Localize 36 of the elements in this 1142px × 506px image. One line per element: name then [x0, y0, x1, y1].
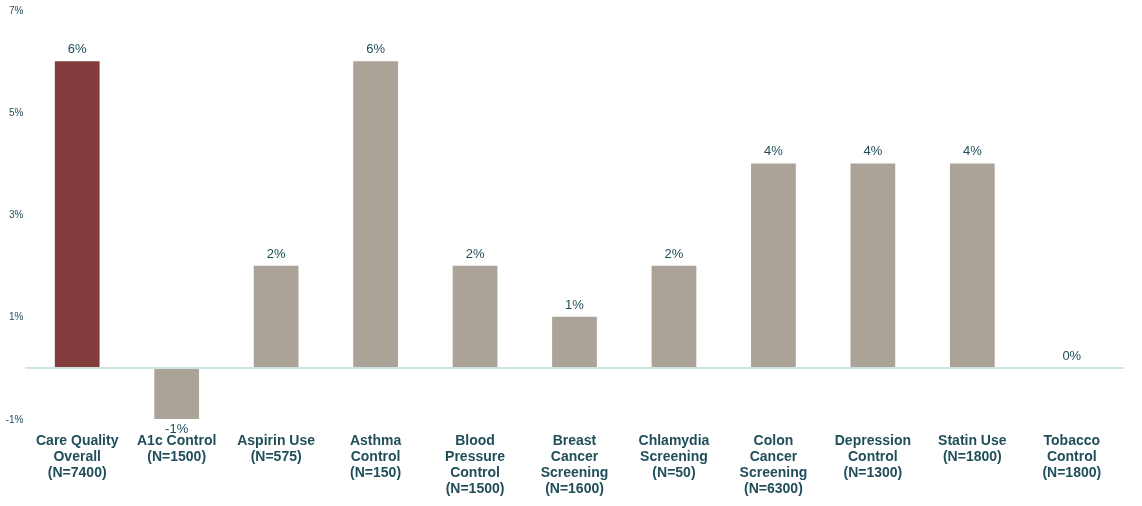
x-tick-label: Statin Use (N=1800) — [938, 431, 1007, 464]
x-tick-label: Depression Control (N=1300) — [834, 431, 911, 480]
data-label: 4% — [764, 143, 784, 159]
y-tick-label: 5% — [9, 106, 24, 118]
bar — [452, 265, 498, 368]
bar — [253, 265, 299, 368]
x-tick-label: Blood Pressure Control (N=1500) — [445, 431, 506, 496]
bar — [353, 61, 398, 368]
y-tick-label: -1% — [5, 413, 24, 425]
bar — [850, 163, 896, 368]
data-label: 0% — [1062, 347, 1082, 363]
x-tick-label: Aspirin Use (N=575) — [237, 431, 316, 464]
bar — [751, 163, 796, 368]
data-label: 4% — [863, 143, 883, 159]
data-label: 2% — [465, 245, 485, 261]
x-tick-label: Asthma Control (N=150) — [349, 431, 402, 480]
data-label: -1% — [165, 421, 189, 436]
x-tick-label: Care Quality Overall (N=7400) — [35, 431, 119, 480]
data-label: 2% — [266, 245, 286, 261]
y-tick-label: 1% — [9, 311, 24, 323]
bar — [154, 367, 200, 419]
data-label: 6% — [366, 41, 386, 57]
bar — [651, 265, 697, 368]
data-label: 4% — [962, 143, 983, 159]
data-label: 2% — [664, 245, 684, 261]
data-label: 6% — [67, 41, 88, 57]
x-tick-label: Breast Cancer Screening (N=1600) — [540, 431, 609, 496]
y-tick-label: 7% — [9, 4, 24, 16]
bar — [552, 316, 597, 368]
bar — [949, 163, 995, 368]
x-tick-label: Colon Cancer Screening (N=6300) — [739, 431, 808, 496]
x-tick-label: Chlamydia Screening (N=50) — [638, 431, 710, 480]
data-label: 1% — [565, 296, 585, 312]
y-tick-label: 3% — [9, 209, 24, 220]
x-tick-label: Tobacco Control (N=1800) — [1042, 431, 1102, 480]
bar — [54, 61, 100, 368]
